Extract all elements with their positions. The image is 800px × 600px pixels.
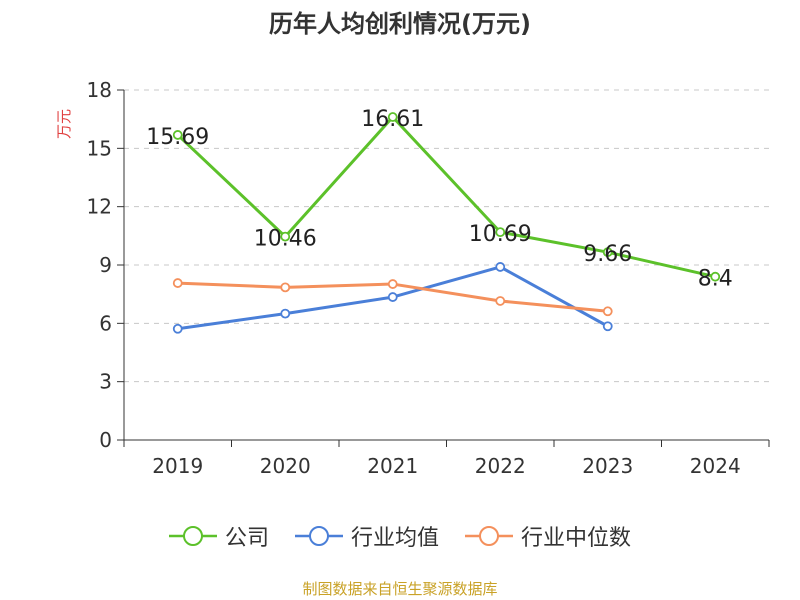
series-layer [172, 112, 721, 334]
data-point [602, 247, 613, 258]
legend: 公司 行业均值 行业中位数 [0, 520, 800, 552]
y-tick-label: 12 [87, 195, 112, 219]
data-point [495, 296, 506, 306]
data-point [280, 308, 291, 319]
labels-layer: 15.69 10.46 16.61 10.69 9.66 8.4 [146, 107, 732, 292]
y-tick-label: 9 [99, 253, 112, 277]
series-line-0 [176, 115, 716, 279]
legend-label: 行业均值 [350, 526, 439, 551]
data-point [387, 279, 398, 289]
data-point [172, 323, 183, 334]
axes-layer: 0 3 6 9 12 15 18 2019 2020 2021 2022 2023 2024 万元 [55, 78, 770, 478]
data-label: 8.4 [698, 267, 733, 292]
legend-swatch [294, 526, 343, 546]
source-note: 制图数据来自恒生聚源数据库 [302, 580, 498, 598]
x-tick-label: 2023 [582, 454, 633, 478]
data-point [172, 130, 183, 140]
y-tick-label: 18 [87, 78, 112, 102]
legend-swatch-marker [479, 526, 499, 546]
data-point [602, 321, 613, 332]
y-tick-label: 15 [87, 136, 112, 160]
legend-swatch-marker [308, 526, 329, 546]
data-point [495, 227, 506, 238]
data-point [495, 262, 506, 272]
legend-swatch-marker [182, 526, 203, 546]
data-label: 10.46 [254, 227, 317, 252]
legend-label: 行业中位数 [521, 526, 632, 551]
legend-swatch [465, 526, 513, 546]
y-tick-label: 3 [99, 370, 112, 394]
y-tick-label: 6 [99, 311, 112, 335]
legend-swatch [168, 526, 217, 546]
data-point [602, 306, 613, 317]
data-point [387, 292, 398, 302]
y-tick-label: 0 [99, 428, 112, 452]
x-tick-label: 2019 [152, 454, 203, 478]
x-tick-label: 2024 [690, 454, 741, 478]
legend-label: 公司 [224, 526, 269, 551]
data-point [172, 278, 183, 288]
x-tick-label: 2020 [260, 454, 311, 478]
data-label: 16.61 [361, 107, 424, 132]
data-point [387, 112, 398, 122]
data-point [710, 271, 721, 282]
data-point [280, 231, 291, 242]
data-label: 9.66 [583, 242, 632, 267]
legend-item[interactable]: 行业中位数 [465, 520, 631, 552]
chart-title: 历年人均创利情况(万元) [269, 10, 531, 38]
data-label: 10.69 [469, 222, 532, 247]
x-tick-label: 2022 [475, 454, 526, 478]
data-point [280, 282, 291, 293]
legend-item[interactable]: 公司 [168, 520, 269, 552]
grid-layer [124, 89, 769, 383]
legend-item[interactable]: 行业均值 [294, 520, 439, 552]
data-label: 15.69 [146, 125, 209, 150]
y-axis-title: 万元 [55, 109, 73, 139]
x-tick-label: 2021 [367, 454, 418, 478]
